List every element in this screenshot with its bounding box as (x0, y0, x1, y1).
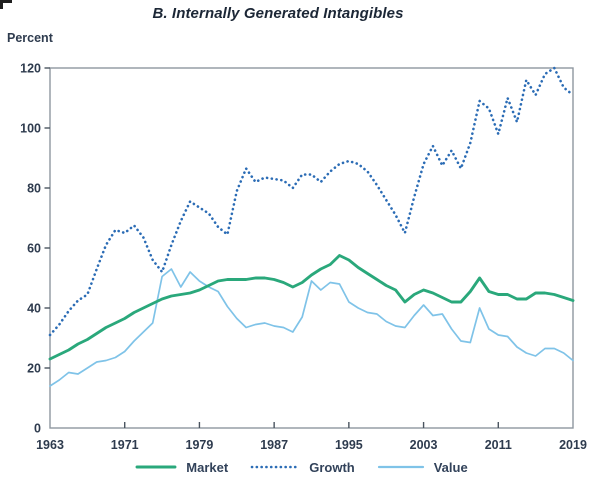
svg-text:40: 40 (27, 302, 41, 316)
svg-text:2019: 2019 (559, 438, 587, 452)
svg-text:60: 60 (27, 242, 41, 256)
growth-line-swatch (250, 465, 300, 469)
market-line-swatch (135, 465, 177, 469)
crop-artifact-mark (0, 0, 12, 9)
value-line-swatch (377, 465, 424, 469)
svg-text:1963: 1963 (36, 438, 64, 452)
legend-label-growth: Growth (309, 459, 355, 475)
svg-text:2003: 2003 (410, 438, 438, 452)
svg-text:1979: 1979 (186, 438, 214, 452)
y-axis-unit-label: Percent (7, 31, 53, 45)
legend-label-market: Market (186, 459, 229, 475)
legend-item-market: Market (135, 460, 228, 475)
svg-text:1987: 1987 (260, 438, 288, 452)
svg-text:1995: 1995 (335, 438, 363, 452)
chart-title: B. Internally Generated Intangibles (152, 5, 404, 22)
chart-legend: Market Growth Value (0, 455, 603, 479)
legend-label-value: Value (433, 459, 468, 475)
svg-text:2011: 2011 (485, 438, 512, 452)
svg-text:120: 120 (20, 62, 41, 76)
svg-text:0: 0 (34, 422, 41, 436)
svg-text:100: 100 (20, 122, 41, 136)
svg-text:20: 20 (27, 362, 41, 376)
svg-text:1971: 1971 (111, 438, 139, 452)
legend-item-value: Value (377, 460, 468, 475)
legend-item-growth: Growth (250, 460, 355, 475)
svg-text:80: 80 (27, 182, 41, 196)
